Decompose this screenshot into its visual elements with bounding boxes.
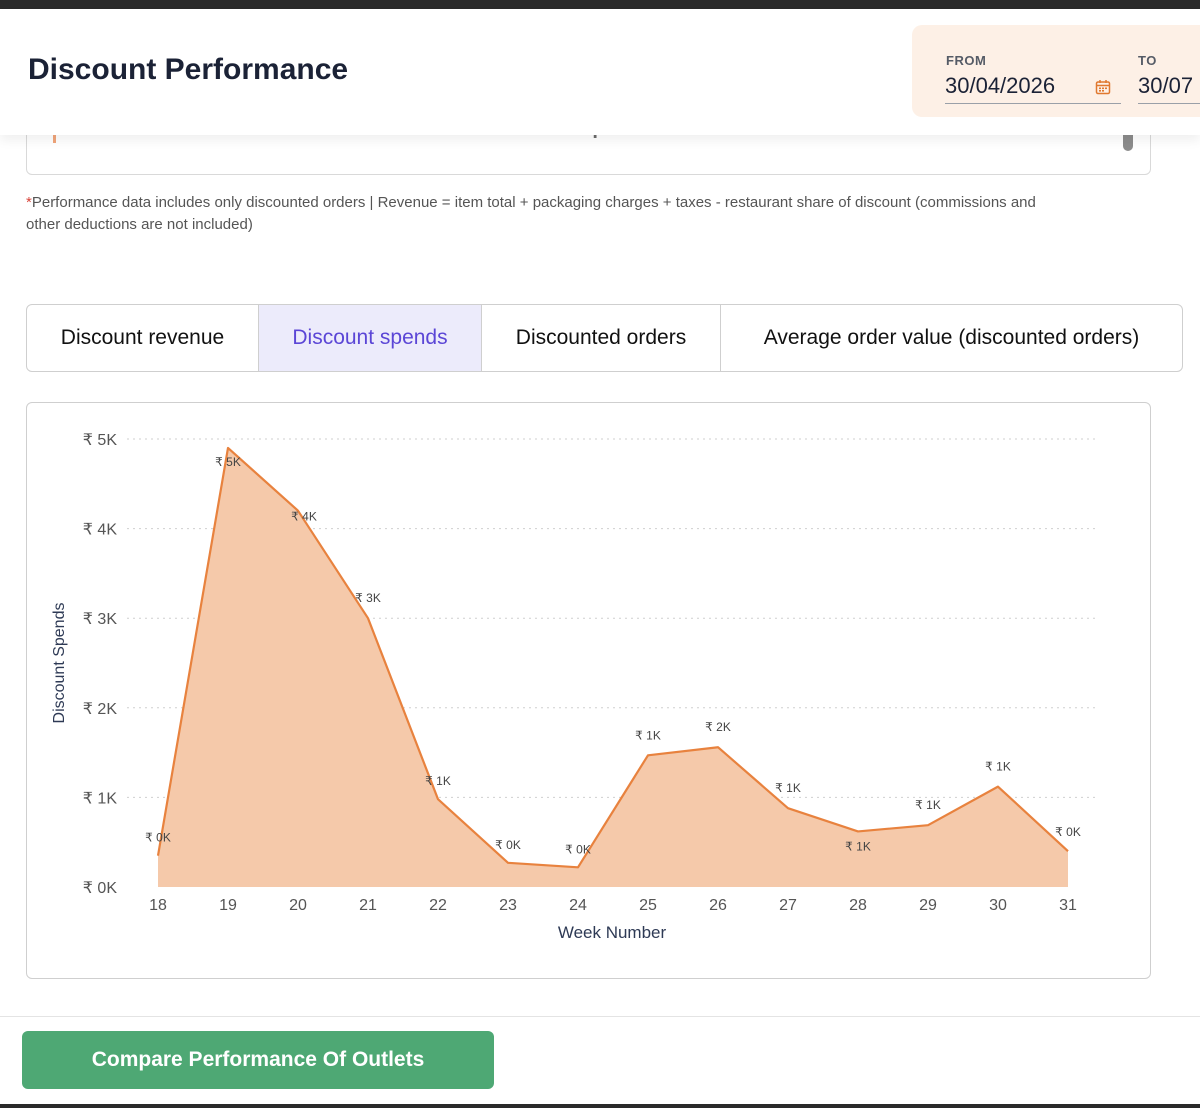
y-tick-label: ₹ 3K [83, 611, 118, 628]
metric-tabs: Discount revenue Discount spends Discoun… [26, 304, 1183, 372]
data-label: ₹ 2K [705, 720, 731, 734]
tab-discounted-orders[interactable]: Discounted orders [482, 305, 721, 371]
to-date-underline [1138, 103, 1200, 104]
tab-discount-revenue[interactable]: Discount revenue [27, 305, 259, 371]
data-label: ₹ 0K [1055, 825, 1081, 839]
discount-spends-line [156, 446, 1069, 869]
to-label: TO [1138, 53, 1157, 68]
to-date-field[interactable]: 30/07 [1138, 73, 1194, 98]
from-date-underline [945, 103, 1121, 104]
data-label: ₹ 0K [495, 838, 521, 852]
y-tick-label: ₹ 1K [83, 790, 118, 807]
x-tick-label: 23 [499, 897, 517, 914]
data-label: ₹ 4K [291, 510, 317, 524]
x-tick-label: 27 [779, 897, 797, 914]
from-label: FROM [946, 53, 987, 68]
data-label: ₹ 0K [565, 842, 591, 856]
x-tick-label: 19 [219, 897, 237, 914]
data-label: ₹ 1K [915, 798, 941, 812]
x-tick-label: 20 [289, 897, 307, 914]
date-range-panel: FROM 30/04/2026 TO 30/07 [912, 25, 1200, 117]
y-tick-label: ₹ 0K [83, 880, 118, 897]
footer-divider [0, 1016, 1200, 1017]
x-tick-label: 29 [919, 897, 937, 914]
y-axis-title: Discount Spends [51, 603, 68, 724]
footnote-text: Performance data includes only discounte… [26, 194, 1036, 233]
x-tick-label: 30 [989, 897, 1007, 914]
data-label: ₹ 1K [985, 760, 1011, 774]
x-tick-label: 18 [149, 897, 167, 914]
y-tick-label: ₹ 5K [83, 432, 118, 449]
x-tick-label: 28 [849, 897, 867, 914]
discount-spends-area [158, 447, 1068, 887]
x-tick-label: 25 [639, 897, 657, 914]
y-tick-label: ₹ 4K [83, 522, 118, 539]
discount-spends-chart-card: ₹ 0K ₹ 5K ₹ 4K ₹ 3K ₹ 1K ₹ 0K ₹ 0K ₹ 1K ₹ 2K ₹ 1K… [26, 402, 1151, 979]
data-label: ₹ 1K [425, 774, 451, 788]
x-tick-label: 21 [359, 897, 377, 914]
performance-footnote: *Performance data includes only discount… [26, 192, 1066, 236]
footnote-asterisk: * [26, 194, 32, 211]
x-tick-label: 26 [709, 897, 727, 914]
data-label: ₹ 5K [215, 455, 241, 469]
compare-performance-button[interactable]: Compare Performance Of Outlets [22, 1031, 494, 1089]
tab-discount-spends[interactable]: Discount spends [259, 305, 482, 371]
x-axis-title: Week Number [558, 923, 667, 942]
page-title: Discount Performance [28, 53, 349, 86]
page-header: Discount Performance FROM 30/04/2026 TO … [0, 9, 1200, 135]
tab-average-order-value[interactable]: Average order value (discounted orders) [763, 326, 1140, 349]
x-tick-label: 24 [569, 897, 587, 914]
from-date-field[interactable]: 30/04/2026 [945, 73, 1056, 98]
top-window-edge [0, 0, 1200, 9]
calendar-icon[interactable] [1095, 79, 1111, 95]
data-label: ₹ 1K [845, 839, 871, 853]
data-label: ₹ 1K [775, 781, 801, 795]
x-tick-label: 22 [429, 897, 447, 914]
bottom-window-edge [0, 1104, 1200, 1108]
summary-scrollbar[interactable] [1123, 123, 1133, 151]
x-tick-label: 31 [1059, 897, 1077, 914]
data-label: ₹ 3K [355, 591, 381, 605]
data-label: ₹ 0K [145, 831, 171, 845]
data-label: ₹ 1K [635, 728, 661, 742]
discount-spends-chart: ₹ 0K ₹ 5K ₹ 4K ₹ 3K ₹ 1K ₹ 0K ₹ 0K ₹ 1K ₹ 2K ₹ 1K… [51, 432, 1097, 942]
y-tick-label: ₹ 2K [83, 701, 118, 718]
